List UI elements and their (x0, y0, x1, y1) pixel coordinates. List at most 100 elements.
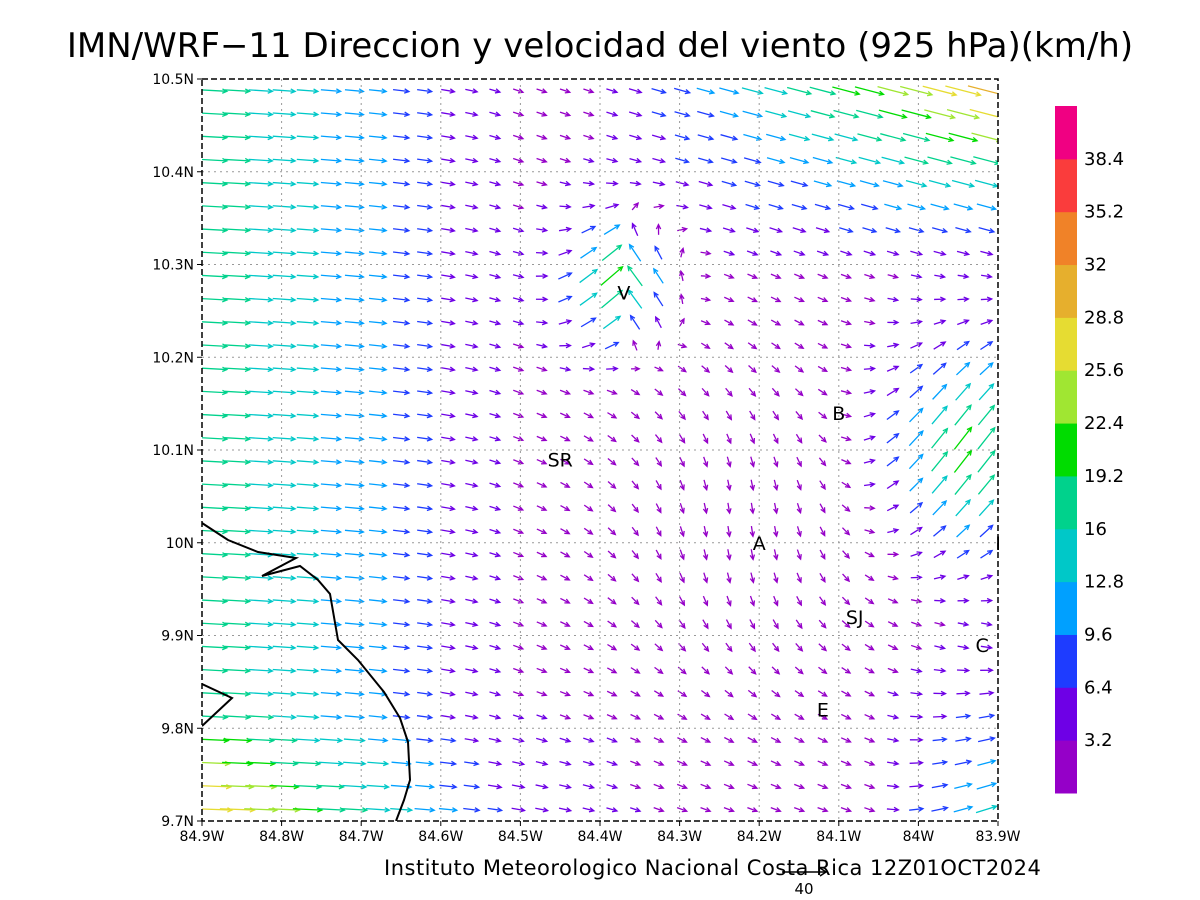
wind-arrow (934, 273, 947, 279)
wind-arrow (886, 480, 900, 490)
wind-arrow (773, 479, 779, 492)
wind-arrow (296, 250, 320, 257)
colorbar-swatch (1055, 528, 1077, 583)
wind-arrow (794, 713, 805, 720)
wind-arrow (655, 340, 662, 350)
wind-arrow (796, 526, 802, 538)
wind-arrow (747, 713, 758, 721)
wind-arrow (747, 736, 758, 743)
wind-arrow (909, 363, 924, 374)
wind-arrow (700, 296, 712, 303)
wind-arrow (700, 783, 712, 790)
wind-arrow (559, 389, 572, 395)
wind-arrow (747, 806, 759, 813)
wind-arrow (583, 435, 594, 442)
wind-arrow (932, 736, 948, 743)
wind-arrow (224, 343, 252, 349)
wind-arrow (489, 343, 502, 349)
colorbar-swatch (1055, 581, 1077, 635)
wind-arrow (272, 598, 297, 604)
wind-arrow (272, 528, 297, 535)
wind-arrow (700, 273, 712, 279)
wind-arrow (630, 643, 641, 651)
wind-arrow (368, 181, 388, 187)
wind-arrow (320, 552, 343, 558)
wind-arrow (654, 434, 663, 444)
wind-arrow (560, 481, 571, 488)
wind-arrow (957, 574, 970, 580)
wind-arrow (933, 574, 947, 580)
wind-arrow (272, 134, 297, 141)
wind-arrow (296, 598, 320, 604)
wind-arrow (933, 690, 947, 697)
wind-arrow (344, 134, 365, 141)
wind-arrow (441, 250, 456, 257)
wind-arrow (787, 110, 812, 119)
wind-arrow (344, 436, 365, 442)
wind-arrow (975, 804, 998, 814)
wind-arrow (607, 643, 618, 651)
wind-arrow (910, 273, 923, 279)
wind-arrow (392, 88, 411, 94)
city-label: A (753, 533, 766, 555)
wind-arrow (272, 691, 297, 697)
wind-arrow (909, 385, 924, 399)
wind-arrow (726, 479, 732, 492)
colorbar-label: 9.6 (1084, 624, 1113, 645)
wind-arrow (631, 457, 640, 467)
wind-arrow (224, 134, 252, 141)
wind-arrow (415, 760, 435, 767)
wind-arrow (296, 366, 320, 373)
wind-arrow (696, 87, 716, 95)
wind-arrow (489, 389, 502, 396)
wind-arrow (909, 407, 924, 423)
wind-arrow (344, 644, 365, 651)
wind-arrow (560, 504, 571, 512)
colorbar-swatch (1055, 687, 1077, 741)
wind-arrow (957, 296, 970, 302)
wind-arrow (536, 482, 548, 488)
wind-arrow (795, 433, 803, 444)
wind-arrow (840, 343, 853, 349)
wind-arrow (513, 551, 525, 558)
wind-arrow (489, 436, 502, 442)
x-tick-label: 84.1W (816, 829, 861, 845)
wind-arrow (701, 666, 711, 675)
wind-arrow (202, 598, 229, 604)
wind-arrow (863, 342, 876, 349)
wind-arrow (606, 783, 619, 790)
wind-arrow (864, 713, 876, 720)
wind-arrow (796, 502, 802, 515)
wind-arrow (343, 760, 367, 767)
wind-arrow (248, 389, 274, 396)
wind-arrow (417, 482, 434, 488)
wind-arrow (794, 342, 805, 350)
wind-arrow (536, 204, 548, 210)
wind-arrow (863, 435, 876, 441)
colorbar-label: 25.6 (1084, 360, 1124, 381)
wind-arrow (794, 760, 806, 766)
wind-arrow (909, 760, 924, 766)
wind-arrow (512, 157, 525, 164)
colorbar-swatch (1055, 423, 1077, 477)
wind-arrow (320, 273, 343, 280)
wind-arrow (674, 134, 691, 141)
wind-arrow (864, 319, 876, 326)
wind-arrow (368, 644, 388, 651)
wind-arrow (631, 550, 640, 560)
wind-arrow (724, 736, 735, 743)
wind-arrow (536, 134, 548, 140)
wind-arrow (931, 475, 948, 494)
wind-arrow (416, 737, 434, 744)
wind-arrow (773, 595, 779, 607)
wind-arrow (629, 314, 641, 330)
wind-arrow (224, 459, 252, 465)
colorbar-label: 32 (1084, 255, 1107, 276)
wind-arrow (767, 180, 785, 188)
wind-arrow (655, 596, 663, 606)
wind-arrow (749, 433, 756, 445)
wind-arrow (393, 296, 411, 303)
wind-arrow (487, 783, 503, 790)
wind-arrow (417, 644, 434, 651)
wind-arrow (651, 134, 667, 141)
